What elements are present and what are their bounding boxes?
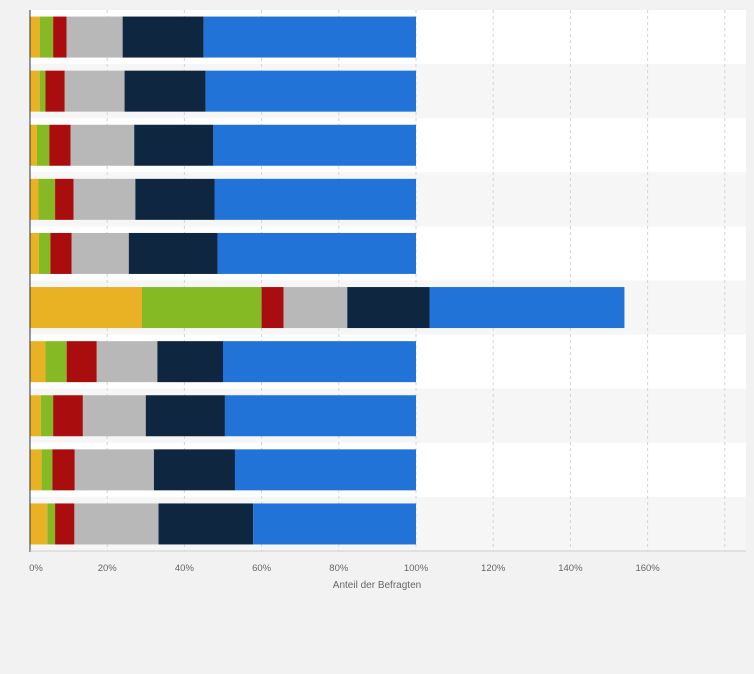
bar-segment xyxy=(53,395,83,437)
x-tick-label: 100% xyxy=(404,563,429,574)
bar-segment xyxy=(30,395,41,437)
bar-segment xyxy=(429,287,625,329)
bar-segment xyxy=(36,124,50,166)
bar-segment xyxy=(66,341,97,383)
x-axis-label: Anteil der Befragten xyxy=(333,580,421,591)
bar-segment xyxy=(124,70,206,112)
bar-segment xyxy=(38,178,56,220)
bar-segment xyxy=(217,232,416,274)
bar-segment xyxy=(52,449,75,491)
bar-segment xyxy=(53,16,67,58)
bar-segment xyxy=(30,449,42,491)
bar-segment xyxy=(39,16,54,58)
bar-segment xyxy=(74,503,159,545)
axes xyxy=(29,10,746,552)
bar-segment xyxy=(49,124,71,166)
bar-segment xyxy=(128,232,218,274)
bar-segment xyxy=(74,449,154,491)
bar-segment xyxy=(261,287,284,329)
x-tick-label: 80% xyxy=(329,563,349,574)
bar-segment xyxy=(66,16,123,58)
x-tick-label: 120% xyxy=(481,563,506,574)
bar-segment xyxy=(30,287,142,329)
bar-segment xyxy=(64,70,125,112)
bar-segment xyxy=(135,178,215,220)
bar-segment xyxy=(30,16,40,58)
bar-segment xyxy=(50,232,72,274)
bar-segment xyxy=(145,395,225,437)
bar-segment xyxy=(203,16,416,58)
bar-segment xyxy=(205,70,416,112)
bar-segment xyxy=(157,341,223,383)
bar-segment xyxy=(41,449,53,491)
bar-segment xyxy=(39,70,46,112)
bar-segment xyxy=(153,449,235,491)
bar-segment xyxy=(213,124,416,166)
bar-segment xyxy=(253,503,416,545)
bar-segment xyxy=(30,70,40,112)
x-tick-labels: 0% 20% 40% 60% 80% 100% 120% 140% 160% xyxy=(29,563,660,574)
x-tick-label: 140% xyxy=(558,563,583,574)
bar-segment xyxy=(223,341,416,383)
bar-segment xyxy=(122,16,204,58)
bar-segment xyxy=(40,395,54,437)
bar-segment xyxy=(82,395,146,437)
bar-segment xyxy=(214,178,416,220)
bar-segment xyxy=(96,341,158,383)
bar-segment xyxy=(38,232,51,274)
bar-segment xyxy=(224,395,416,437)
bar-segment xyxy=(73,178,136,220)
bar-segment xyxy=(70,124,135,166)
bar-segment xyxy=(30,178,39,220)
bar-segment xyxy=(283,287,348,329)
x-tick-label: 40% xyxy=(175,563,195,574)
bar-segment xyxy=(30,232,39,274)
bar-segment xyxy=(347,287,430,329)
bar-segment xyxy=(45,341,67,383)
x-tick-label: 20% xyxy=(98,563,118,574)
x-tick-label: 60% xyxy=(252,563,272,574)
x-tick-label: 160% xyxy=(635,563,660,574)
x-tick-label: 0% xyxy=(29,563,43,574)
bar-segment xyxy=(30,341,46,383)
bar-segment xyxy=(30,124,37,166)
bar-segment xyxy=(71,232,129,274)
bar-segment xyxy=(55,503,75,545)
bar-segment xyxy=(30,503,48,545)
bar-segment xyxy=(45,70,65,112)
bars xyxy=(30,16,625,545)
bar-segment xyxy=(141,287,262,329)
bar-segment xyxy=(47,503,56,545)
bar-segment xyxy=(134,124,214,166)
bar-segment xyxy=(158,503,254,545)
bar-segment xyxy=(234,449,416,491)
bar-segment xyxy=(55,178,74,220)
